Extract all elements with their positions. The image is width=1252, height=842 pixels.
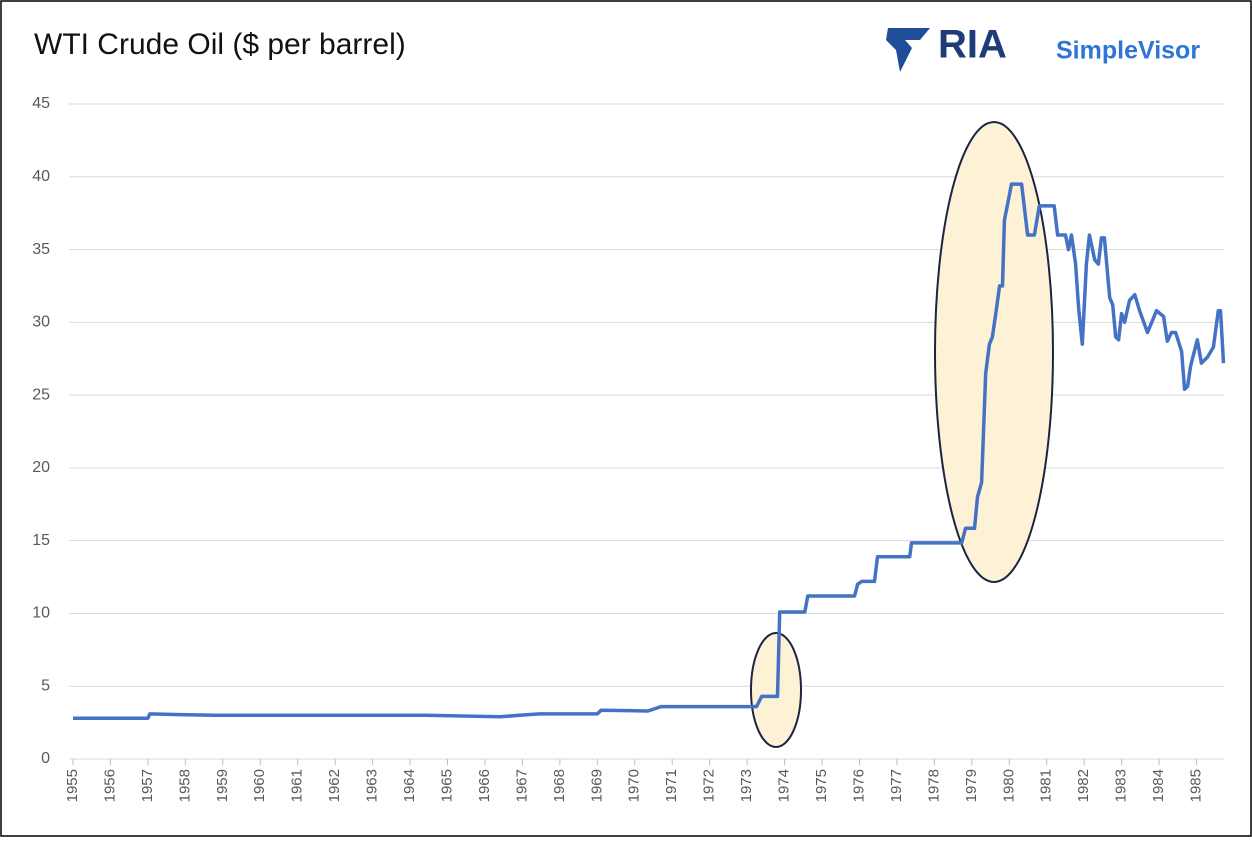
logo-icon [886, 28, 930, 72]
x-tick-label: 1958 [176, 769, 193, 802]
annotations [750, 121, 1054, 748]
x-tick-label: 1982 [1075, 769, 1092, 802]
y-tick-label: 30 [32, 314, 50, 331]
x-tick-label: 1980 [1000, 769, 1017, 802]
x-tick-label: 1974 [776, 769, 793, 802]
x-tick-label: 1981 [1038, 769, 1055, 802]
logo: RIA SimpleVisor [886, 23, 1200, 72]
x-tick-label: 1967 [513, 769, 530, 802]
y-tick-label: 15 [32, 532, 50, 549]
x-tick-label: 1966 [476, 769, 493, 802]
x-tick-label: 1955 [64, 769, 81, 802]
price-line [73, 182, 1226, 720]
x-tick-label: 1968 [551, 769, 568, 802]
plot [73, 182, 1226, 720]
x-tick-label: 1973 [738, 769, 755, 802]
y-tick-label: 35 [32, 241, 50, 258]
logo-product: SimpleVisor [1056, 37, 1200, 65]
x-tick-label: 1959 [214, 769, 231, 802]
y-tick-label: 45 [32, 95, 50, 112]
highlight-ellipse [934, 121, 1054, 583]
x-tick-label: 1970 [626, 769, 643, 802]
y-tick-label: 10 [32, 605, 50, 622]
y-tick-label: 5 [41, 677, 50, 694]
x-tick-label: 1965 [438, 769, 455, 802]
x-tick-label: 1971 [663, 769, 680, 802]
x-tick-label: 1972 [701, 769, 718, 802]
x-tick-label: 1964 [401, 769, 418, 802]
y-tick-label: 40 [32, 168, 50, 185]
x-tick-label: 1983 [1113, 769, 1130, 802]
x-tick-label: 1963 [364, 769, 381, 802]
x-tick-label: 1961 [289, 769, 306, 802]
y-tick-label: 25 [32, 386, 50, 403]
x-tick-label: 1978 [925, 769, 942, 802]
x-tick-label: 1962 [326, 769, 343, 802]
y-tick-label: 0 [41, 750, 50, 767]
x-tick-label: 1979 [963, 769, 980, 802]
x-tick-label: 1977 [888, 769, 905, 802]
y-tick-label: 20 [32, 459, 50, 476]
x-tick-label: 1976 [850, 769, 867, 802]
x-tick-label: 1984 [1150, 769, 1167, 802]
chart-title: WTI Crude Oil ($ per barrel) [34, 28, 406, 61]
x-tick-label: 1957 [139, 769, 156, 802]
x-tick-label: 1975 [813, 769, 830, 802]
x-tick-label: 1960 [251, 769, 268, 802]
x-tick-label: 1956 [101, 769, 118, 802]
logo-brand: RIA [938, 23, 1007, 67]
x-tick-label: 1985 [1188, 769, 1205, 802]
x-tick-label: 1969 [588, 769, 605, 802]
